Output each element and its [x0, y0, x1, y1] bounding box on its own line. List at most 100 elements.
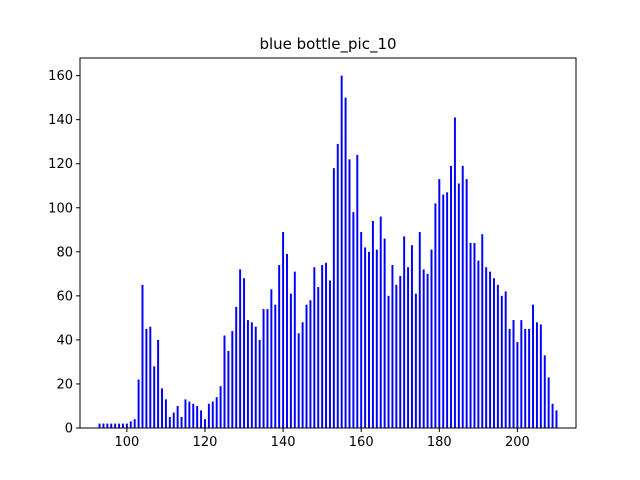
bar	[461, 165, 464, 429]
bar	[157, 339, 160, 428]
bar	[262, 309, 265, 428]
bars-group	[98, 75, 558, 429]
y-tick-label: 80	[56, 245, 73, 260]
bar	[282, 231, 285, 428]
bar	[192, 403, 195, 428]
bar	[172, 412, 175, 428]
bar	[383, 238, 386, 428]
bar	[332, 168, 335, 428]
bar	[278, 265, 281, 428]
bar	[184, 399, 187, 428]
bar	[293, 271, 296, 428]
chart-title: blue bottle_pic_10	[259, 35, 396, 54]
bar	[496, 284, 499, 428]
bar	[196, 405, 199, 428]
bar	[539, 324, 542, 428]
bar	[328, 280, 331, 428]
bar	[188, 401, 191, 428]
bar	[321, 265, 324, 428]
y-tick-label: 140	[48, 113, 73, 128]
bar	[450, 165, 452, 429]
bar	[410, 245, 413, 428]
bar	[352, 212, 355, 428]
bar	[489, 271, 492, 428]
y-tick-label: 120	[48, 157, 73, 172]
bar	[161, 388, 163, 428]
bar	[379, 216, 382, 428]
bar	[387, 295, 390, 428]
bar	[305, 304, 308, 428]
bar	[121, 423, 124, 428]
bar	[211, 401, 214, 428]
bar	[129, 421, 132, 428]
bar	[219, 386, 222, 428]
bar	[453, 117, 456, 429]
y-tick-label: 0	[65, 422, 73, 437]
bar	[532, 304, 535, 428]
bar	[301, 322, 304, 428]
bar	[375, 249, 378, 428]
bar	[137, 379, 140, 428]
bar	[551, 403, 554, 428]
bar	[168, 416, 171, 428]
x-tick-label: 200	[505, 435, 530, 450]
bar	[200, 410, 203, 428]
bar	[543, 355, 546, 428]
bar	[446, 192, 449, 428]
y-tick-label: 20	[56, 377, 73, 392]
y-tick-label: 40	[56, 333, 73, 348]
y-tick-label: 100	[48, 201, 73, 216]
bar	[442, 194, 445, 428]
bar	[524, 328, 527, 428]
bar	[223, 335, 226, 428]
bar	[180, 416, 183, 428]
bar	[243, 278, 246, 428]
x-tick-label: 140	[271, 435, 296, 450]
bar	[207, 403, 210, 428]
y-tick-label: 60	[56, 289, 73, 304]
bar	[481, 234, 484, 428]
bar	[422, 269, 425, 428]
bar	[270, 289, 273, 428]
bar	[344, 97, 347, 428]
bar	[106, 423, 109, 428]
bar	[473, 243, 476, 428]
bar	[114, 423, 117, 428]
bar	[418, 231, 421, 428]
bar	[317, 287, 320, 428]
bar	[535, 322, 538, 428]
bar	[235, 306, 238, 428]
bar	[340, 75, 343, 429]
bar	[133, 419, 136, 428]
bar	[176, 405, 179, 428]
bar	[348, 159, 351, 428]
bar	[457, 183, 460, 428]
bar	[356, 154, 359, 428]
bar	[145, 328, 148, 428]
bar	[399, 276, 402, 428]
bar	[125, 423, 128, 428]
y-tick-label: 160	[48, 69, 73, 84]
bar	[516, 342, 519, 428]
bar	[426, 273, 429, 428]
bar	[528, 328, 531, 428]
bar	[250, 322, 253, 428]
bar	[493, 278, 495, 428]
x-tick-label: 160	[349, 435, 374, 450]
bar	[118, 423, 121, 428]
bar	[403, 236, 406, 428]
x-tick-label: 180	[427, 435, 452, 450]
bar	[98, 423, 101, 428]
bar	[325, 262, 328, 428]
bar	[266, 309, 269, 428]
bar	[547, 377, 550, 428]
bar	[434, 203, 437, 428]
bar	[102, 423, 105, 428]
bar	[153, 366, 156, 428]
bar	[364, 247, 367, 428]
bar	[391, 265, 394, 428]
bar	[508, 328, 511, 428]
x-axis-ticks: 100 120 140 160 180 200	[114, 428, 530, 450]
bar	[469, 243, 472, 428]
